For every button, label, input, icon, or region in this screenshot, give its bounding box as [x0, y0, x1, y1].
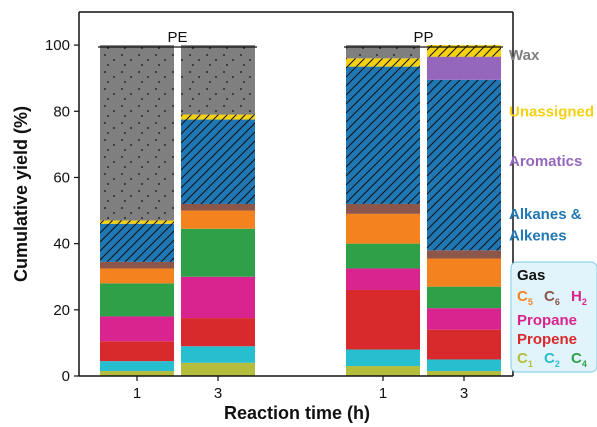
bar-segment-pe-1h-propane: [100, 316, 174, 342]
y-tick-label-60: 60: [53, 169, 70, 186]
x-tick-label-pe-3: 3: [214, 385, 222, 402]
bar-hatch-pp-3h-alkanes-alkenes: [427, 79, 501, 251]
bar-hatch-pp-3h-unassigned: [427, 45, 501, 57]
x-tick-label-pe-1: 1: [133, 385, 141, 402]
bar-hatch-pe-3h-unassigned: [181, 114, 255, 120]
right-label-alkanes: Alkanes &: [509, 206, 582, 223]
bar-segment-pe-3h-c1: [181, 362, 255, 376]
bar-segment-pe-1h-propene: [100, 341, 174, 362]
bar-segment-pp-1h-c2: [346, 349, 420, 367]
y-tick-label-20: 20: [53, 302, 70, 319]
bar-segment-pp-3h-propene: [427, 329, 501, 360]
legend-propene: Propene: [517, 331, 577, 348]
gas-legend-border: [510, 261, 597, 373]
bar-segment-pp-1h-c6: [346, 203, 420, 214]
right-labels: Wax Unassigned Aromatics Alkanes & Alkenes: [509, 47, 594, 244]
bar-segment-pp-3h-c2: [427, 359, 501, 372]
x-tick-label-pp-1: 1: [379, 385, 387, 402]
x-ticks: 1 3 1 3: [133, 376, 468, 402]
bar-hatch-pe-1h-unassigned: [100, 220, 174, 224]
y-tick-label-0: 0: [62, 368, 70, 385]
y-axis-title: Cumulative yield (%): [11, 106, 31, 282]
bar-segment-pe-3h-propene: [181, 318, 255, 347]
y-tick-label-80: 80: [53, 103, 70, 120]
group-label-pp: PP: [413, 29, 433, 46]
bar-segment-pe-3h-c6: [181, 203, 255, 211]
y-ticks: 0 20 40 60 80 100: [45, 37, 79, 385]
bar-segment-pp-3h-c4: [427, 286, 501, 309]
bar-segment-pp-1h-propene: [346, 289, 420, 350]
gas-legend-title: Gas: [517, 267, 545, 284]
bar-hatch-pe-3h-alkanes-alkenes: [181, 119, 255, 204]
bar-segment-pe-3h-propane: [181, 276, 255, 319]
right-label-aromatics: Aromatics: [509, 153, 582, 170]
bar-segment-pp-3h-aromatics: [427, 56, 501, 80]
bar-segment-pe-1h-c5: [100, 268, 174, 284]
right-label-unassigned: Unassigned: [509, 103, 594, 120]
bar-segment-pe-3h-c4: [181, 228, 255, 277]
bar-hatch-pp-1h-alkanes-alkenes: [346, 66, 420, 204]
right-label-wax: Wax: [509, 47, 540, 64]
bar-segment-pp-1h-c5: [346, 213, 420, 244]
bar-hatch-pp-1h-unassigned: [346, 58, 420, 67]
bar-segment-pe-1h-c2: [100, 361, 174, 372]
bar-segment-pp-1h-c4: [346, 243, 420, 269]
bar-dots-pp-1h-wax: [346, 45, 420, 59]
bar-segment-pe-1h-c6: [100, 261, 174, 269]
group-label-pe: PE: [167, 29, 187, 46]
bar-segment-pp-1h-propane: [346, 268, 420, 290]
bar-segment-pp-3h-c6: [427, 250, 501, 259]
bar-segment-pp-3h-c1: [427, 371, 501, 376]
group-brackets: PE PP: [98, 29, 503, 48]
bar-segment-pe-1h-c4: [100, 283, 174, 317]
bar-segment-pe-1h-c1: [100, 371, 174, 376]
bar-segment-pp-3h-c5: [427, 258, 501, 287]
bar-segment-pe-3h-c5: [181, 210, 255, 229]
bar-segment-pe-3h-c2: [181, 346, 255, 363]
right-label-alkenes: Alkenes: [509, 227, 567, 244]
bar-dots-pe-3h-wax: [181, 45, 255, 115]
y-tick-label-40: 40: [53, 236, 70, 253]
bar-dots-pe-1h-wax: [100, 45, 174, 221]
x-axis-title: Reaction time (h): [224, 403, 370, 423]
bar-hatch-pe-1h-alkanes-alkenes: [100, 223, 174, 262]
y-tick-label-100: 100: [45, 37, 70, 54]
legend-propane: Propane: [517, 312, 577, 329]
legend-row-c1-c2-c4: C1 C2 C4: [517, 350, 587, 369]
bar-segment-pp-3h-propane: [427, 308, 501, 330]
gas-legend-box: Gas C5 C6 H2 Propane Propene C1 C2 C4: [510, 261, 597, 373]
gas-legend-background: [511, 262, 597, 372]
bar-segment-pp-1h-c1: [346, 366, 420, 376]
x-tick-label-pp-3: 3: [460, 385, 468, 402]
legend-row-c5-c6-h2: C5 C6 H2: [517, 288, 587, 307]
bars-layer: [100, 45, 501, 376]
